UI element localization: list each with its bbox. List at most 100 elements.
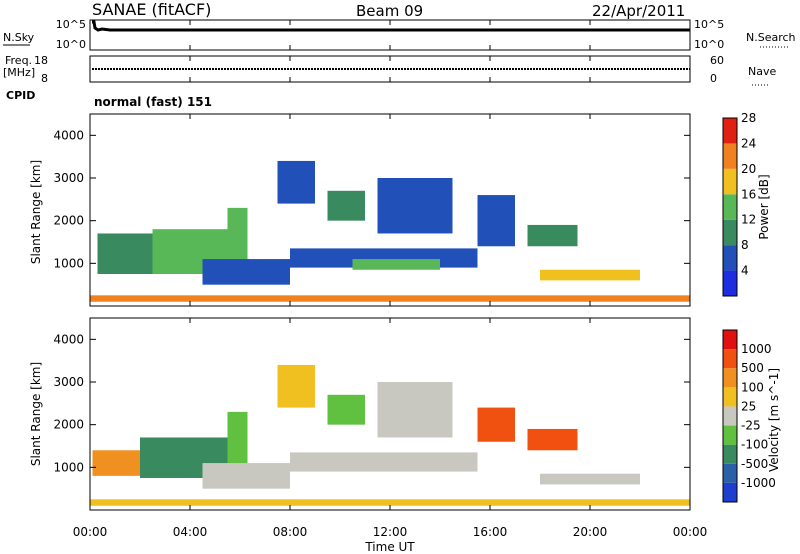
power-region [90,295,690,302]
station-title: SANAE (fitACF) [92,0,211,19]
freq-tick-bottom: 8 [41,72,48,85]
freq-label-1: Freq. [5,54,32,67]
velocity-swatch [723,330,737,350]
velocity-swatch [723,406,737,426]
power-ylabel: Slant Range [km] [29,160,43,264]
velocity-colorbar-label: Velocity [m s^-1] [767,368,781,472]
power-swatch [723,168,737,195]
power-frame [722,117,738,297]
power-region [327,190,365,221]
velocity-region [90,499,690,506]
velocity-region [527,428,578,451]
xtick-label: 20:00 [573,525,608,539]
velocity-swatch [723,368,737,388]
beam-title: Beam 09 [356,2,423,20]
velocity-swatch [723,387,737,407]
velocity-tick-label: -25 [741,419,761,433]
velocity-tick-label: 25 [741,399,756,413]
power-region [527,224,578,247]
power-ytick-label: 3000 [53,171,84,185]
velocity-tick-label: 500 [741,361,764,375]
power-tick-label: 4 [741,264,749,278]
xtick-label: 00:00 [73,525,108,539]
date-title: 22/Apr/2011 [592,2,685,20]
nsky-label: N.Sky [3,31,35,44]
velocity-tick-label: -500 [741,457,768,471]
power-heatmap-cells [90,160,690,302]
power-tick-label: 28 [741,111,756,125]
power-tick-label: 12 [741,213,756,227]
nsky-tick-bottom: 10^0 [56,38,86,51]
velocity-region [202,463,290,489]
power-tick-label: 20 [741,162,756,176]
freq-label-2: [MHz] [3,66,35,79]
velocity-ytick-label: 1000 [53,460,84,474]
nsearch-tick-top: 10^5 [694,18,724,31]
power-tick-label: 16 [741,187,756,201]
power-region [377,178,453,234]
power-tick-label: 24 [741,136,756,150]
velocity-ytick-label: 4000 [53,332,84,346]
freq-tick-top: 18 [34,54,48,67]
power-swatch [723,270,737,296]
velocity-heatmap-cells [90,364,690,506]
velocity-region [92,450,140,476]
xtick-label: 04:00 [173,525,208,539]
power-region [477,195,515,247]
velocity-region [540,473,640,485]
nsearch-tick-bottom: 10^0 [694,38,724,51]
power-region [97,233,153,274]
xaxis-label: Time UT [364,540,415,554]
velocity-colorbar: 1000 500 100 25 -25 -100 -500 -1000 [722,329,776,503]
power-colorbar: 4 8 12 16 20 24 28 [722,111,756,297]
xtick-label: 00:00 [673,525,708,539]
power-region [227,207,248,264]
xtick-label: 12:00 [373,525,408,539]
power-swatch [723,118,737,144]
nsky-tick-top: 10^5 [56,18,86,31]
cpid-value: normal (fast) 151 [94,95,212,109]
power-region [540,269,640,281]
xtick-label: 08:00 [273,525,308,539]
velocity-tick-label: -1000 [741,476,776,490]
velocity-tick-label: 100 [741,380,764,394]
velocity-region [227,411,248,468]
nave-tick-top: 60 [710,54,724,67]
velocity-swatch [723,463,737,483]
velocity-region [327,394,365,425]
nsearch-label: N.Search [746,31,796,44]
velocity-swatch [723,444,737,464]
velocity-ylabel: Slant Range [km] [29,362,43,466]
power-swatch [723,245,737,271]
nsky-trace [92,20,690,32]
power-colorbar-label: Power [dB] [757,174,771,239]
velocity-swatch [723,482,737,502]
velocity-ytick-label: 2000 [53,418,84,432]
time-axis: 00:00 04:00 08:00 12:00 16:00 20:00 00:00 [73,20,708,539]
velocity-tick-label: 1000 [741,342,772,356]
velocity-yaxis: 1000 2000 3000 4000 [53,332,690,474]
power-yaxis: 1000 2000 3000 4000 [53,128,690,270]
cpid-label: CPID [6,89,35,102]
velocity-region [377,382,453,438]
power-ytick-label: 2000 [53,214,84,228]
power-region [352,259,440,270]
power-region [202,259,290,285]
velocity-tick-label: -100 [741,438,768,452]
power-tick-label: 8 [741,238,749,252]
power-ytick-label: 4000 [53,128,84,142]
velocity-region [477,407,515,442]
velocity-frame [722,329,738,503]
nave-tick-bottom: 0 [710,72,717,85]
power-ytick-label: 1000 [53,256,84,270]
velocity-swatch [723,349,737,369]
power-swatch [723,219,737,246]
nave-label: Nave [748,65,776,78]
power-swatch [723,194,737,220]
power-region [277,160,315,204]
xtick-label: 16:00 [473,525,508,539]
velocity-region [277,364,315,408]
velocity-swatch [723,425,737,445]
power-swatch [723,143,737,169]
